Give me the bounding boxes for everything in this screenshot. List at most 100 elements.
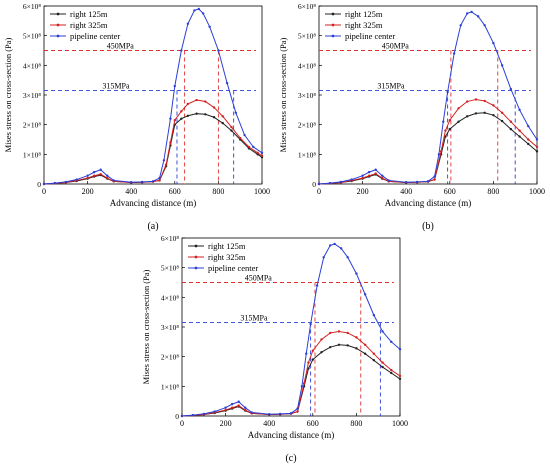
x-tick-label: 200	[220, 419, 232, 428]
legend-label: right 325m	[345, 20, 383, 30]
series-line	[43, 99, 263, 185]
data-point	[346, 331, 349, 335]
data-point	[224, 406, 227, 409]
y-axis-label: Mises stress on cross-section (Pa)	[3, 37, 13, 152]
data-point	[492, 41, 495, 45]
legend-marker	[56, 12, 60, 16]
data-point	[151, 180, 155, 183]
data-point	[474, 112, 478, 115]
data-point	[492, 113, 495, 117]
x-tick-label: 200	[357, 187, 369, 196]
data-point	[302, 382, 306, 385]
data-point	[309, 322, 312, 326]
data-point	[518, 129, 521, 132]
data-point	[244, 406, 247, 409]
y-tick-label: 2×10⁸	[23, 121, 41, 130]
data-point	[217, 49, 220, 52]
y-tick-label: 5×10⁸	[161, 264, 179, 273]
y-tick-label: 4×10⁸	[161, 293, 179, 302]
data-point	[140, 180, 144, 184]
data-point	[224, 408, 227, 412]
data-point	[398, 374, 402, 378]
data-point	[300, 385, 304, 388]
legend-marker	[194, 255, 198, 259]
legend-marker	[331, 12, 335, 16]
y-tick-label: 4×10⁸	[298, 61, 316, 70]
data-point	[470, 10, 473, 14]
data-point	[86, 176, 89, 180]
data-point	[244, 408, 247, 412]
threshold-label: 450MPa	[245, 274, 273, 283]
y-axis-label: Mises stress on cross-section (Pa)	[278, 37, 288, 152]
data-point	[237, 404, 240, 407]
data-point	[186, 22, 190, 25]
x-tick-label: 0	[180, 419, 184, 428]
data-point	[169, 141, 172, 144]
data-point	[372, 359, 376, 362]
data-point	[260, 151, 264, 155]
data-point	[483, 111, 486, 115]
data-point	[106, 174, 109, 177]
data-point	[444, 135, 447, 138]
data-point	[405, 181, 408, 184]
data-point	[390, 340, 393, 344]
panel-caption: (a)	[147, 221, 158, 232]
data-point	[509, 87, 513, 91]
x-tick-label: 400	[263, 419, 275, 428]
data-point	[193, 9, 196, 12]
data-point	[398, 348, 402, 351]
legend-label: right 325m	[70, 20, 108, 30]
data-point	[221, 121, 224, 125]
data-point	[195, 112, 198, 115]
data-point	[320, 351, 323, 354]
x-tick-label: 600	[169, 187, 181, 196]
data-point	[230, 129, 233, 132]
y-tick-label: 5×10⁸	[23, 32, 41, 41]
series-line	[181, 330, 401, 417]
data-point	[204, 100, 207, 103]
series-line	[318, 11, 538, 185]
data-point	[180, 110, 183, 113]
data-point	[311, 349, 314, 352]
data-point	[355, 347, 358, 350]
threshold-label: 450MPa	[382, 42, 410, 51]
data-point	[361, 174, 364, 177]
data-point	[459, 24, 462, 27]
data-point	[320, 338, 323, 341]
x-axis-label: Advancing distance (m)	[110, 198, 196, 208]
data-point	[164, 163, 168, 166]
data-point	[426, 180, 430, 183]
data-point	[328, 181, 332, 185]
y-tick-label: 1×10⁸	[161, 382, 179, 391]
data-point	[518, 135, 521, 138]
data-point	[315, 284, 319, 287]
threshold-label: 450MPa	[107, 42, 135, 51]
data-point	[180, 117, 183, 120]
data-point	[186, 114, 190, 117]
data-point	[466, 115, 469, 118]
data-point	[112, 179, 115, 182]
series-line	[318, 112, 538, 185]
data-point	[448, 127, 451, 131]
x-tick-label: 600	[444, 187, 456, 196]
data-point	[333, 242, 336, 246]
x-tick-label: 1000	[529, 187, 545, 196]
data-point	[390, 371, 393, 375]
data-point	[381, 361, 384, 364]
x-tick-label: 800	[212, 187, 224, 196]
data-point	[381, 330, 384, 333]
y-tick-label: 4×10⁸	[23, 61, 41, 70]
x-tick-label: 0	[42, 187, 46, 196]
data-point	[535, 145, 539, 149]
legend-label: right 125m	[208, 241, 246, 251]
y-axis-label: Mises stress on cross-section (Pa)	[141, 269, 151, 384]
x-tick-label: 800	[487, 187, 499, 196]
data-point	[337, 330, 341, 333]
legend-marker	[194, 244, 198, 248]
x-axis-label: Advancing distance (m)	[385, 198, 471, 208]
data-point	[221, 115, 224, 118]
data-point	[208, 25, 211, 28]
data-point	[197, 7, 200, 11]
chart-panel-a: 0 200 400 600 800 1000 0 1×10⁸ 2×10⁸ 3×10⁸ 4×10⁸ 5×…	[0, 0, 275, 232]
data-point	[247, 145, 251, 149]
